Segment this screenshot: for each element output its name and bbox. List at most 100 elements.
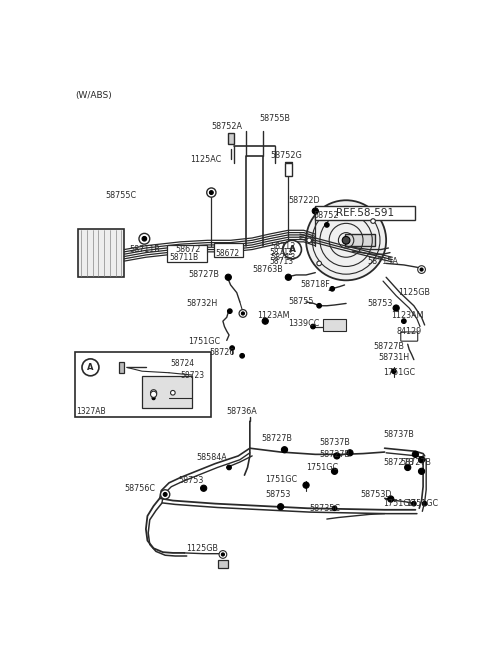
Circle shape <box>402 319 406 324</box>
Text: 1751GC: 1751GC <box>265 474 298 483</box>
Circle shape <box>240 354 244 358</box>
Text: 58672: 58672 <box>175 245 201 254</box>
Text: 58727B: 58727B <box>188 271 219 280</box>
Text: 58727B: 58727B <box>373 342 404 351</box>
Text: 58737B: 58737B <box>319 438 350 447</box>
Circle shape <box>411 501 416 506</box>
Circle shape <box>82 359 99 376</box>
Text: 58715A: 58715A <box>368 257 398 267</box>
Circle shape <box>142 236 147 241</box>
Text: 58763B: 58763B <box>252 265 283 274</box>
Text: 1751GC: 1751GC <box>383 499 415 508</box>
Bar <box>142 376 192 408</box>
Circle shape <box>221 553 225 556</box>
Bar <box>217 560 228 567</box>
Text: 84129: 84129 <box>396 327 421 335</box>
Text: 58724: 58724 <box>170 359 195 368</box>
Circle shape <box>405 464 411 470</box>
Bar <box>315 206 415 220</box>
Text: 1123AM: 1123AM <box>391 311 423 320</box>
Text: 58727B: 58727B <box>400 458 431 466</box>
Circle shape <box>241 312 244 315</box>
Text: 1751GC: 1751GC <box>306 463 338 472</box>
Circle shape <box>160 490 170 499</box>
Circle shape <box>139 233 150 244</box>
Circle shape <box>388 496 394 502</box>
Circle shape <box>283 240 301 259</box>
Text: 58755C: 58755C <box>106 191 137 200</box>
Circle shape <box>151 391 156 398</box>
Circle shape <box>312 208 318 214</box>
Text: 58753D: 58753D <box>360 490 392 499</box>
Text: A: A <box>288 245 296 254</box>
Bar <box>285 162 292 176</box>
Text: 58584A: 58584A <box>196 453 227 462</box>
Text: 58723: 58723 <box>180 371 204 379</box>
Text: 1751GC: 1751GC <box>406 499 438 508</box>
Text: 58753: 58753 <box>265 490 290 499</box>
Text: 1123AM: 1123AM <box>258 311 290 320</box>
Circle shape <box>412 451 419 457</box>
Text: 58735C: 58735C <box>309 504 340 513</box>
Text: 58726: 58726 <box>209 348 234 357</box>
Circle shape <box>152 397 155 400</box>
Text: 1751GC: 1751GC <box>188 337 220 346</box>
Circle shape <box>303 482 309 488</box>
Text: 58711B: 58711B <box>169 253 198 262</box>
Text: 58755: 58755 <box>288 297 314 307</box>
Circle shape <box>342 236 350 244</box>
Circle shape <box>422 501 427 506</box>
Text: A: A <box>87 363 94 372</box>
Bar <box>75 352 211 417</box>
Circle shape <box>332 506 337 510</box>
Text: 58752: 58752 <box>314 211 339 220</box>
Text: 58737B: 58737B <box>383 430 414 439</box>
Circle shape <box>225 274 231 280</box>
Text: 58752G: 58752G <box>271 151 302 160</box>
Circle shape <box>170 390 175 395</box>
Text: 1751GC: 1751GC <box>383 368 415 377</box>
Circle shape <box>311 324 315 329</box>
Circle shape <box>418 266 425 273</box>
Text: (W/ABS): (W/ABS) <box>75 91 112 100</box>
Circle shape <box>317 303 322 308</box>
Text: 58727B: 58727B <box>383 458 414 466</box>
Circle shape <box>306 200 386 280</box>
Circle shape <box>281 447 288 453</box>
Bar <box>119 362 124 373</box>
Circle shape <box>277 504 284 510</box>
Circle shape <box>332 468 337 474</box>
Text: 58727B: 58727B <box>262 434 292 443</box>
Circle shape <box>324 223 329 227</box>
FancyBboxPatch shape <box>401 332 418 341</box>
Text: 58713: 58713 <box>269 257 293 265</box>
Text: 58756C: 58756C <box>124 484 156 493</box>
Circle shape <box>307 238 312 242</box>
Bar <box>228 133 234 144</box>
Circle shape <box>209 191 213 195</box>
Text: 58712: 58712 <box>271 242 296 251</box>
Text: 1125AC: 1125AC <box>191 155 222 164</box>
Circle shape <box>228 309 232 314</box>
Circle shape <box>239 310 247 317</box>
Text: REF.58-591: REF.58-591 <box>336 208 395 218</box>
Circle shape <box>393 305 399 311</box>
Circle shape <box>262 318 268 324</box>
Text: 58727B: 58727B <box>319 450 350 459</box>
Circle shape <box>420 268 423 271</box>
Text: 58718F: 58718F <box>300 280 330 290</box>
Text: 58711B: 58711B <box>129 245 160 254</box>
Bar <box>168 245 207 262</box>
Circle shape <box>151 390 156 396</box>
Circle shape <box>219 551 227 558</box>
Text: 58753: 58753 <box>178 476 204 485</box>
Circle shape <box>419 468 425 474</box>
Text: 58672: 58672 <box>215 249 240 258</box>
Circle shape <box>163 493 167 496</box>
Circle shape <box>419 457 425 463</box>
Circle shape <box>317 261 322 266</box>
Text: 58755B: 58755B <box>260 114 291 123</box>
Circle shape <box>347 450 353 456</box>
Text: 58731H: 58731H <box>378 353 409 362</box>
Bar <box>345 234 375 246</box>
